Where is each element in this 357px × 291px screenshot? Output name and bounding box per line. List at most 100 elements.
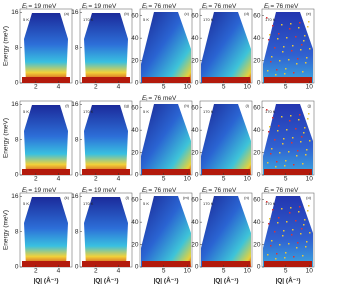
title-symbol: E — [82, 187, 87, 194]
title-subscript: i — [146, 97, 147, 102]
noise-dot — [269, 218, 271, 220]
noise-dot — [306, 241, 308, 243]
title-value: = 76 meV — [208, 3, 237, 10]
noise-dot — [284, 165, 286, 167]
y-tick-label: 20 — [131, 57, 139, 64]
heatmap — [24, 105, 68, 175]
title-symbol: E — [142, 95, 147, 102]
y-tick-label: 60 — [253, 104, 261, 111]
noise-dot — [296, 247, 298, 249]
x-tick-label: 10 — [184, 268, 192, 275]
noise-dot — [286, 129, 288, 131]
panel-temp: 170 K — [83, 201, 94, 206]
y-tick-label: 40 — [131, 219, 139, 226]
title-subscript: i — [146, 5, 147, 10]
panel-temp: 5 K — [143, 201, 149, 206]
noise-dot — [292, 229, 294, 231]
x-tick-label: 2 — [94, 268, 98, 275]
title-symbol: E — [22, 187, 27, 194]
elastic-band — [202, 77, 250, 83]
x-tick-label: 4 — [57, 84, 61, 91]
elastic-band — [264, 169, 312, 175]
noise-dot — [293, 72, 295, 74]
y-tick-label: 60 — [191, 104, 199, 111]
x-tick-label: 2 — [34, 84, 38, 91]
panel-title: Ei= 76 meV — [202, 3, 237, 10]
title-value: = 19 meV — [88, 3, 117, 10]
noise-dot — [291, 234, 293, 236]
noise-dot — [271, 148, 273, 150]
heatmap — [201, 196, 251, 267]
heatmap — [263, 12, 313, 83]
y-tick-label: 0 — [75, 172, 79, 179]
noise-dot — [275, 74, 277, 76]
y-tick-label: 60 — [131, 12, 139, 19]
title-subscript: i — [206, 5, 207, 10]
noise-dot — [283, 138, 285, 140]
x-tick-label: 10 — [306, 176, 314, 183]
noise-dot — [303, 40, 305, 42]
noise-dot — [270, 245, 272, 247]
y-axis-label: Energy (meV) — [3, 118, 10, 158]
elastic-band — [142, 169, 190, 175]
noise-dot — [299, 22, 301, 24]
noise-dot — [269, 126, 271, 128]
y-tick-label: 16 — [71, 193, 79, 200]
title-subscript: i — [26, 189, 27, 194]
y-tick-label: 40 — [131, 127, 139, 134]
noise-dot — [272, 209, 274, 211]
y-tick-label: 20 — [191, 241, 199, 248]
y-tick-label: 20 — [131, 241, 139, 248]
x-tick-label: 10 — [244, 84, 252, 91]
y-tick-label: 20 — [191, 149, 199, 156]
y-tick-label: 60 — [131, 104, 139, 111]
y-tick-label: 60 — [253, 12, 261, 19]
y-tick-label: 16 — [11, 193, 19, 200]
noise-dot — [308, 113, 310, 115]
elastic-band — [264, 77, 312, 83]
y-tick-label: 8 — [75, 136, 79, 143]
elastic-band — [82, 77, 130, 83]
title-symbol: E — [82, 3, 87, 10]
noise-dot — [300, 141, 302, 143]
y-tick-label: 0 — [195, 172, 199, 179]
y-tick-label: 40 — [191, 127, 199, 134]
noise-dot — [275, 258, 277, 260]
x-tick-label: 4 — [57, 268, 61, 275]
x-tick-label: 10 — [244, 268, 252, 275]
panel-title: Ei= 76 meV — [264, 187, 299, 194]
title-value: = 76 meV — [270, 3, 299, 10]
noise-dot — [296, 63, 298, 65]
y-tick-label: 16 — [71, 9, 79, 16]
noise-dot — [267, 254, 269, 256]
y-tick-label: 60 — [191, 196, 199, 203]
noise-dot — [270, 153, 272, 155]
noise-dot — [306, 57, 308, 59]
noise-dot — [300, 49, 302, 51]
y-tick-label: 0 — [195, 80, 199, 87]
noise-dot — [285, 252, 287, 254]
elastic-band — [202, 261, 250, 267]
noise-dot — [298, 119, 300, 121]
title-subscript: i — [268, 189, 269, 194]
y-tick-label: 60 — [131, 196, 139, 203]
noise-dot — [305, 246, 307, 248]
title-subscript: i — [268, 5, 269, 10]
title-value: = 76 meV — [148, 3, 177, 10]
noise-dot — [304, 35, 306, 37]
panel-temp: 170 K — [265, 201, 276, 206]
y-tick-label: 20 — [131, 149, 139, 156]
noise-dot — [281, 24, 283, 26]
noise-dot — [289, 28, 291, 30]
noise-dot — [271, 240, 273, 242]
panel-label: (n) — [244, 195, 250, 200]
x-tick-label: 5 — [162, 176, 166, 183]
noise-dot — [274, 139, 276, 141]
noise-dot — [279, 152, 281, 154]
y-tick-label: 8 — [75, 44, 79, 51]
noise-dot — [288, 243, 290, 245]
y-tick-label: 0 — [75, 80, 79, 87]
x-tick-label: 5 — [284, 176, 288, 183]
noise-dot — [274, 47, 276, 49]
heatmap — [201, 12, 251, 83]
